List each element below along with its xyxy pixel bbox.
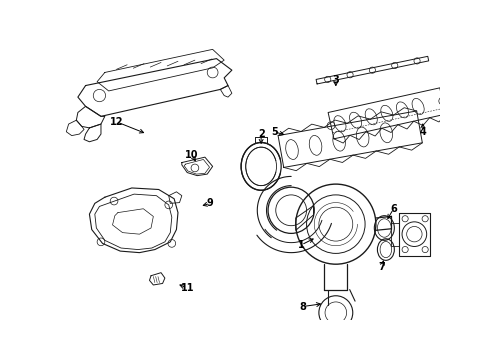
Text: 3: 3 — [332, 75, 339, 85]
Text: 9: 9 — [207, 198, 214, 208]
Text: 11: 11 — [180, 283, 194, 293]
Text: 12: 12 — [110, 117, 123, 127]
Text: 1: 1 — [298, 240, 305, 250]
Text: 2: 2 — [258, 129, 265, 139]
Text: 10: 10 — [185, 150, 198, 160]
Text: 5: 5 — [271, 127, 278, 137]
Text: 7: 7 — [379, 261, 386, 271]
Text: 4: 4 — [419, 127, 426, 137]
Text: 8: 8 — [299, 302, 306, 311]
Text: 6: 6 — [390, 204, 397, 214]
